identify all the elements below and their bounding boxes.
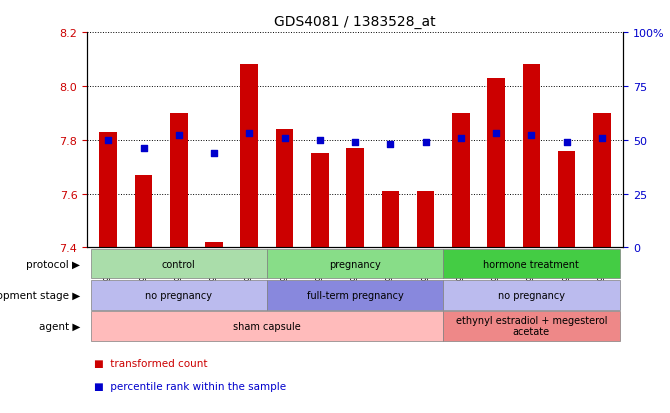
Bar [135,176,152,248]
Text: control: control [162,259,196,269]
Point [526,133,537,140]
Point [561,139,572,146]
Point [208,150,219,157]
Text: sham capsule: sham capsule [233,321,301,331]
Bar [241,65,258,248]
Bar [558,151,576,248]
Bar [523,65,540,248]
Text: agent ▶: agent ▶ [39,321,80,331]
Text: protocol ▶: protocol ▶ [26,259,80,269]
Text: ■  percentile rank within the sample: ■ percentile rank within the sample [94,381,286,391]
Bar [452,114,470,248]
Point [314,137,325,144]
Text: no pregnancy: no pregnancy [145,290,212,300]
Bar [381,192,399,248]
Text: pregnancy: pregnancy [329,259,381,269]
Bar [487,79,505,248]
Text: full-term pregnancy: full-term pregnancy [307,290,403,300]
Bar [170,114,188,248]
Text: ■  transformed count: ■ transformed count [94,358,207,368]
Bar [346,149,364,248]
Point [174,133,184,140]
Point [456,135,466,142]
Bar [593,114,611,248]
Point [385,141,396,148]
Bar [99,133,117,248]
Bar [311,154,329,248]
Bar [205,242,223,248]
Point [279,135,290,142]
Point [350,139,360,146]
Text: development stage ▶: development stage ▶ [0,290,80,300]
Point [103,137,114,144]
Point [138,146,149,152]
Text: no pregnancy: no pregnancy [498,290,565,300]
Bar [417,192,434,248]
Bar [276,130,293,248]
Text: ethynyl estradiol + megesterol
acetate: ethynyl estradiol + megesterol acetate [456,315,607,337]
Point [420,139,431,146]
Point [244,131,255,137]
Title: GDS4081 / 1383528_at: GDS4081 / 1383528_at [274,15,436,29]
Point [596,135,607,142]
Point [491,131,502,137]
Text: hormone treatment: hormone treatment [484,259,580,269]
